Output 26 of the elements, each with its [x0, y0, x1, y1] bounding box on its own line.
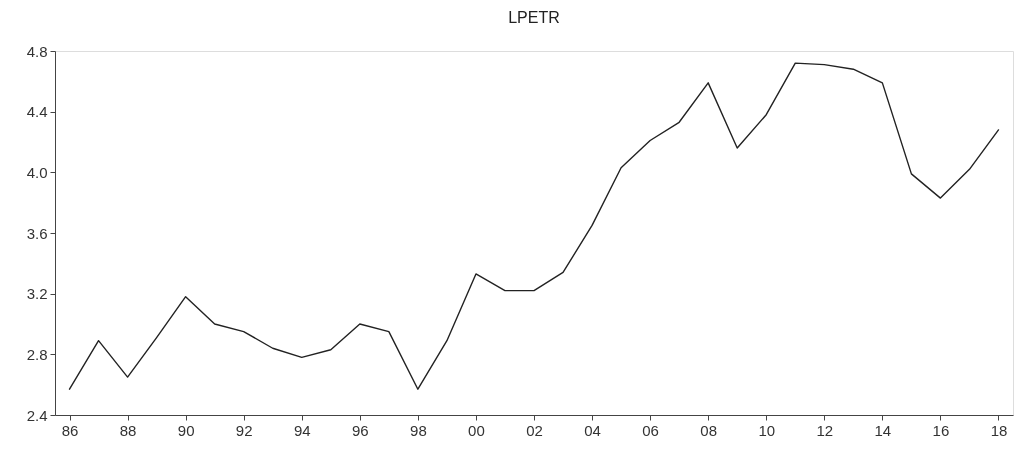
x-tick-label: 94	[293, 421, 311, 439]
y-tick-label: 3.6	[26, 224, 48, 242]
x-tick-label: 10	[758, 421, 776, 439]
x-tick-label: 00	[468, 421, 485, 439]
y-tick-label: 3.2	[26, 285, 48, 303]
x-tick-label: 08	[700, 421, 718, 439]
y-tick-label: 4.8	[26, 42, 48, 60]
x-tick-label: 90	[177, 421, 195, 439]
line-series	[68, 62, 1000, 390]
x-tick-label: 96	[351, 421, 369, 439]
x-tick-label: 06	[642, 421, 659, 439]
x-tick-label: 04	[584, 421, 601, 439]
x-tick-label: 14	[874, 421, 892, 439]
y-tick-label: 4.0	[26, 163, 48, 181]
y-tick-label: 2.8	[26, 345, 48, 363]
x-tick-label: 98	[410, 421, 427, 439]
y-tick-label: 4.4	[26, 103, 48, 121]
x-tick-label: 02	[526, 421, 543, 439]
y-tick-label: 2.4	[26, 406, 48, 424]
x-tick-label: 16	[932, 421, 950, 439]
x-tick-label: 86	[61, 421, 79, 439]
x-tick-label: 92	[235, 421, 253, 439]
chart-title: LPETR	[508, 9, 560, 26]
x-tick-label: 12	[816, 421, 834, 439]
x-tick-label: 88	[119, 421, 137, 439]
x-tick-label: 18	[990, 421, 1008, 439]
